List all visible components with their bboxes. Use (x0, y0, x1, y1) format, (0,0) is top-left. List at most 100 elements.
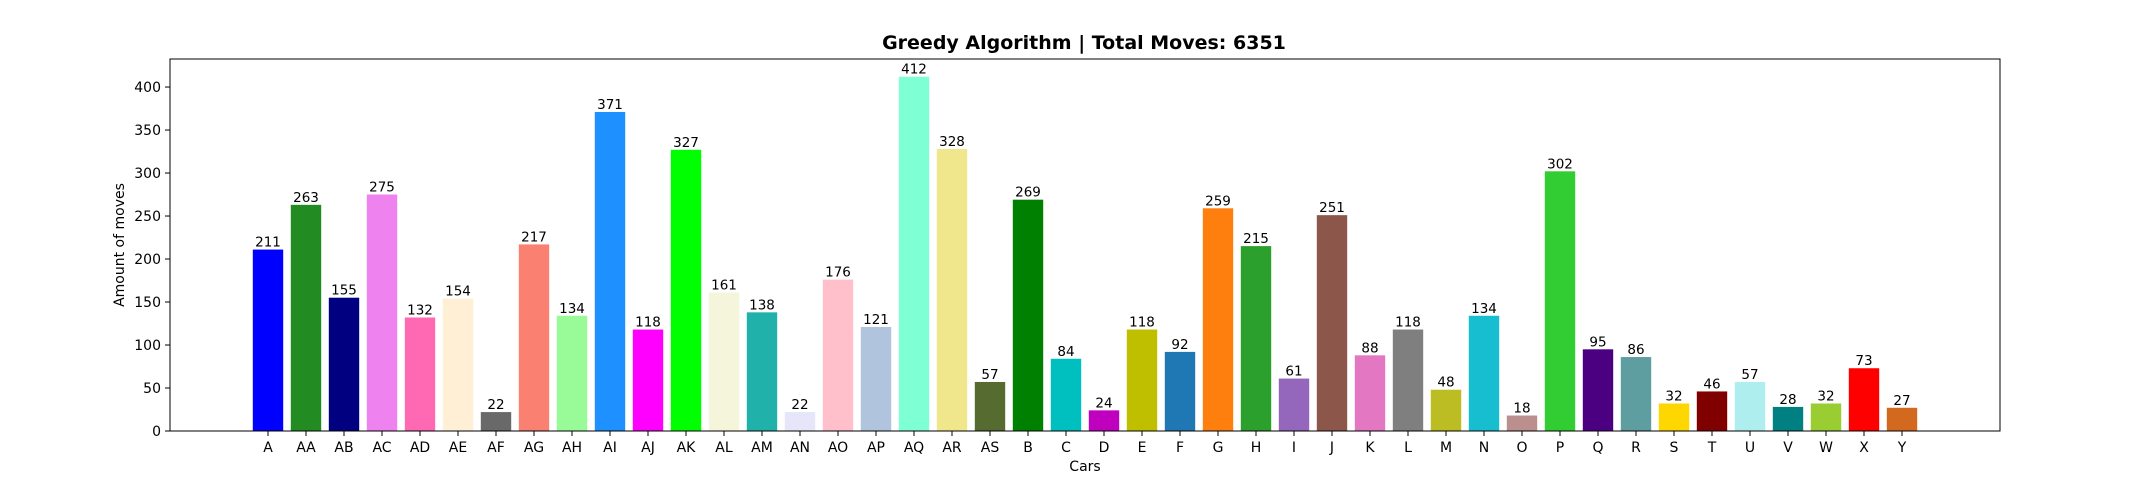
x-tick-label-p: P (1556, 440, 1564, 456)
bar-d (1088, 410, 1120, 431)
x-tick-label-c: C (1061, 440, 1071, 456)
x-tick-label-v: V (1783, 440, 1793, 456)
data-label-ae: 154 (445, 284, 471, 300)
bar-k (1354, 355, 1386, 431)
y-tick-label-200: 200 (134, 252, 161, 268)
bar-i (1278, 378, 1310, 431)
x-tick-label-aa: AA (296, 440, 316, 456)
x-tick-label-ag: AG (524, 440, 544, 456)
x-tick-label-af: AF (487, 440, 505, 456)
data-label-d: 24 (1095, 395, 1112, 411)
bar-ad (404, 317, 436, 431)
x-axis-label: Cars (1069, 459, 1100, 475)
y-tick-label-250: 250 (134, 209, 161, 225)
data-label-n: 134 (1471, 301, 1497, 317)
data-label-r: 86 (1627, 342, 1644, 358)
data-label-y: 27 (1893, 393, 1910, 409)
data-label-aa: 263 (293, 190, 319, 206)
bar-e (1126, 329, 1158, 431)
x-tick-label-ai: AI (603, 440, 617, 456)
data-label-s: 32 (1665, 388, 1682, 404)
x-tick-label-x: X (1859, 440, 1869, 456)
bar-r (1620, 357, 1652, 431)
x-tick-label-ae: AE (449, 440, 467, 456)
bar-as (974, 381, 1006, 431)
x-tick-label-ak: AK (677, 440, 697, 456)
y-tick-label-50: 50 (143, 381, 161, 397)
bar-s (1658, 403, 1690, 431)
bar-f (1164, 351, 1196, 431)
data-label-i: 61 (1285, 364, 1302, 380)
x-tick-label-ah: AH (562, 440, 582, 456)
y-axis-ticks: 0 50 100 150 200 250 300 350 400 (134, 80, 170, 440)
chart-title: Greedy Algorithm | Total Moves: 6351 (882, 32, 1286, 54)
plot-frame (169, 58, 2001, 432)
bar-al (708, 292, 740, 431)
data-label-ai: 371 (597, 97, 623, 113)
bar-x (1848, 368, 1880, 431)
data-label-w: 32 (1817, 388, 1834, 404)
x-tick-label-ao: AO (828, 440, 848, 456)
bar-b (1012, 199, 1044, 431)
bar-c (1050, 358, 1082, 431)
x-tick-label-as: AS (981, 440, 1000, 456)
data-label-p: 302 (1547, 156, 1573, 172)
data-label-g: 259 (1205, 193, 1231, 209)
x-tick-label-i: I (1292, 440, 1296, 456)
data-label-ag: 217 (521, 229, 547, 245)
data-label-v: 28 (1779, 392, 1796, 408)
data-label-q: 95 (1589, 334, 1606, 350)
data-label-ad: 132 (407, 302, 433, 318)
data-label-aj: 118 (635, 315, 661, 331)
data-label-u: 57 (1741, 367, 1758, 383)
data-label-af: 22 (487, 397, 504, 413)
data-label-k: 88 (1361, 340, 1378, 356)
x-tick-label-g: G (1213, 440, 1224, 456)
bar-ae (442, 298, 474, 431)
bar-u (1734, 381, 1766, 431)
bar-y (1886, 407, 1918, 431)
x-tick-label-ad: AD (410, 440, 430, 456)
bar-am (746, 312, 778, 431)
y-tick-label-300: 300 (134, 166, 161, 182)
bar-ab (328, 297, 360, 431)
bar-g (1202, 208, 1234, 431)
x-tick-label-r: R (1631, 440, 1641, 456)
bar-ar (936, 148, 968, 431)
y-axis-label: Amount of moves (112, 183, 128, 307)
x-tick-label-s: S (1670, 440, 1679, 456)
bars-layer (252, 76, 1918, 432)
data-label-f: 92 (1171, 337, 1188, 353)
x-tick-label-e: E (1138, 440, 1147, 456)
x-tick-label-w: W (1819, 440, 1833, 456)
bar-ak (670, 149, 702, 431)
bar-ah (556, 315, 588, 431)
bar-ap (860, 326, 892, 431)
data-label-ak: 327 (673, 135, 699, 151)
y-tick-label-150: 150 (134, 295, 161, 311)
x-tick-label-m: M (1440, 440, 1452, 456)
bar-aj (632, 329, 664, 431)
bar-af (480, 412, 512, 431)
x-tick-label-aq: AQ (904, 440, 924, 456)
bar-aa (290, 204, 322, 431)
bar-n (1468, 315, 1500, 431)
y-tick-label-0: 0 (152, 424, 161, 440)
y-tick-label-100: 100 (134, 338, 161, 354)
x-tick-label-ab: AB (334, 440, 353, 456)
data-label-ar: 328 (939, 134, 965, 150)
data-label-ao: 176 (825, 265, 851, 281)
x-tick-label-o: O (1516, 440, 1527, 456)
bar-ag (518, 244, 550, 431)
bar-an (784, 412, 816, 431)
x-tick-label-an: AN (790, 440, 810, 456)
data-label-m: 48 (1437, 375, 1454, 391)
y-tick-label-350: 350 (134, 123, 161, 139)
data-label-ab: 155 (331, 283, 357, 299)
x-tick-label-y: Y (1897, 440, 1907, 456)
x-axis-ticks: A AA AB AC AD AE AF AG AH AI AJ AK AL AM AN AO AP AQ AR AS B… (263, 431, 1907, 456)
x-tick-label-f: F (1176, 440, 1184, 456)
data-label-ac: 275 (369, 180, 395, 196)
